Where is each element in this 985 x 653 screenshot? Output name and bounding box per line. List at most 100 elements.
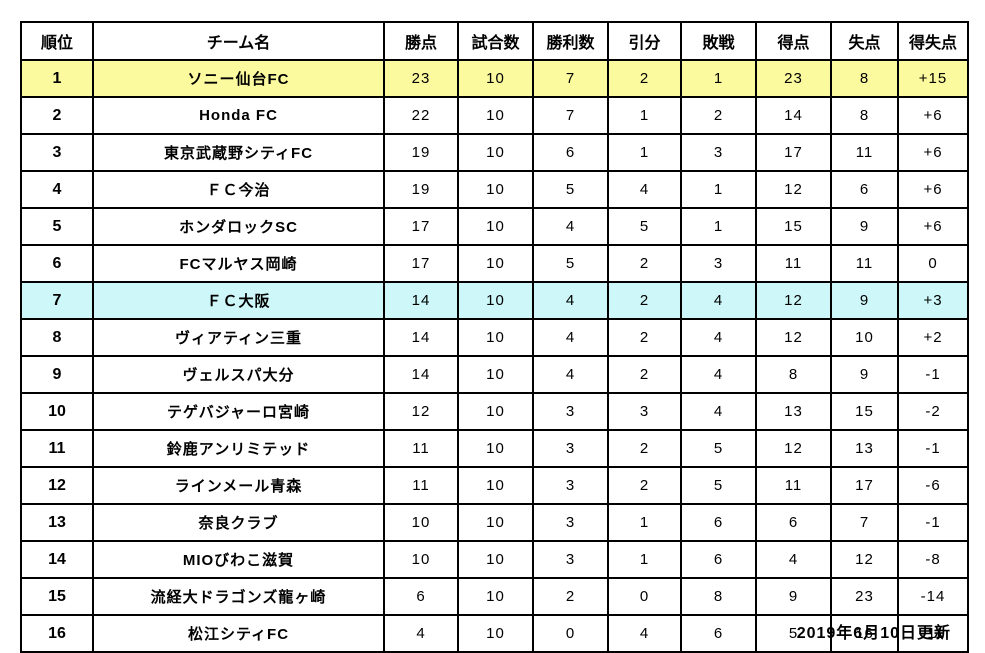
wins-cell: 6: [532, 133, 609, 172]
goals-for-cell: 12: [755, 281, 832, 320]
goal-diff-cell: +6: [897, 133, 969, 172]
table-row: 11 鈴鹿アンリミテッド 11 10 3 2 5 12 13 -1: [20, 429, 969, 468]
wins-cell: 4: [532, 207, 609, 246]
team-name-cell: 鈴鹿アンリミテッド: [92, 429, 385, 468]
wins-cell: 7: [532, 59, 609, 98]
goals-for-cell: 17: [755, 133, 832, 172]
rank-cell: 6: [20, 244, 94, 283]
draws-cell: 2: [607, 244, 682, 283]
team-name-cell: Honda FC: [92, 96, 385, 135]
played-cell: 10: [457, 577, 534, 616]
team-name-cell: ＦＣ大阪: [92, 281, 385, 320]
team-name-cell: 松江シティFC: [92, 614, 385, 653]
draws-cell: 1: [607, 96, 682, 135]
rank-cell: 2: [20, 96, 94, 135]
rank-cell: 3: [20, 133, 94, 172]
table-row: 8 ヴィアティン三重 14 10 4 2 4 12 10 +2: [20, 318, 969, 357]
losses-cell: 1: [680, 59, 757, 98]
points-cell: 6: [383, 577, 459, 616]
losses-cell: 6: [680, 540, 757, 579]
played-cell: 10: [457, 429, 534, 468]
played-cell: 10: [457, 503, 534, 542]
goals-against-cell: 17: [830, 466, 899, 505]
wins-cell: 4: [532, 355, 609, 394]
wins-cell: 3: [532, 503, 609, 542]
goals-for-cell: 4: [755, 540, 832, 579]
points-cell: 22: [383, 96, 459, 135]
wins-cell: 3: [532, 392, 609, 431]
goals-for-cell: 12: [755, 318, 832, 357]
goal-diff-cell: +6: [897, 96, 969, 135]
losses-cell: 5: [680, 466, 757, 505]
goals-against-cell: 13: [830, 429, 899, 468]
goals-for-cell: 13: [755, 392, 832, 431]
goals-for-cell: 15: [755, 207, 832, 246]
table-row: 4 ＦＣ今治 19 10 5 4 1 12 6 +6: [20, 170, 969, 209]
draws-cell: 3: [607, 392, 682, 431]
played-cell: 10: [457, 59, 534, 98]
draws-cell: 2: [607, 466, 682, 505]
points-cell: 10: [383, 503, 459, 542]
wins-cell: 3: [532, 429, 609, 468]
wins-cell: 4: [532, 281, 609, 320]
played-cell: 10: [457, 244, 534, 283]
column-header-goals-against: 失点: [830, 21, 899, 61]
rank-cell: 16: [20, 614, 94, 653]
team-name-cell: ヴェルスパ大分: [92, 355, 385, 394]
losses-cell: 3: [680, 133, 757, 172]
goals-against-cell: 15: [830, 392, 899, 431]
draws-cell: 2: [607, 355, 682, 394]
draws-cell: 2: [607, 281, 682, 320]
goals-against-cell: 11: [830, 133, 899, 172]
draws-cell: 0: [607, 577, 682, 616]
wins-cell: 3: [532, 540, 609, 579]
goals-against-cell: 8: [830, 96, 899, 135]
team-name-cell: 東京武蔵野シティFC: [92, 133, 385, 172]
table-row: 15 流経大ドラゴンズ龍ヶ崎 6 10 2 0 8 9 23 -14: [20, 577, 969, 616]
goals-against-cell: 16: [830, 614, 899, 653]
wins-cell: 0: [532, 614, 609, 653]
rank-cell: 12: [20, 466, 94, 505]
standings-table: 順位 チーム名 勝点 試合数 勝利数 引分 敗戦 得点 失点 得失点 1 ソニー仙…: [20, 21, 969, 653]
draws-cell: 1: [607, 503, 682, 542]
wins-cell: 4: [532, 318, 609, 357]
rank-cell: 13: [20, 503, 94, 542]
points-cell: 14: [383, 281, 459, 320]
wins-cell: 3: [532, 466, 609, 505]
goal-diff-cell: -1: [897, 503, 969, 542]
rank-cell: 1: [20, 59, 94, 98]
wins-cell: 7: [532, 96, 609, 135]
team-name-cell: MIOびわこ滋賀: [92, 540, 385, 579]
goals-against-cell: 9: [830, 355, 899, 394]
goals-for-cell: 9: [755, 577, 832, 616]
losses-cell: 1: [680, 207, 757, 246]
losses-cell: 8: [680, 577, 757, 616]
column-header-losses: 敗戦: [680, 21, 757, 61]
goal-diff-cell: +6: [897, 170, 969, 209]
goals-against-cell: 10: [830, 318, 899, 357]
losses-cell: 4: [680, 392, 757, 431]
played-cell: 10: [457, 281, 534, 320]
team-name-cell: ソニー仙台FC: [92, 59, 385, 98]
goal-diff-cell: +3: [897, 281, 969, 320]
team-name-cell: FCマルヤス岡崎: [92, 244, 385, 283]
column-header-points: 勝点: [383, 21, 459, 61]
points-cell: 14: [383, 355, 459, 394]
points-cell: 14: [383, 318, 459, 357]
goal-diff-cell: -8: [897, 540, 969, 579]
goals-for-cell: 8: [755, 355, 832, 394]
points-cell: 10: [383, 540, 459, 579]
losses-cell: 2: [680, 96, 757, 135]
points-cell: 4: [383, 614, 459, 653]
rank-cell: 11: [20, 429, 94, 468]
goal-diff-cell: 0: [897, 244, 969, 283]
goals-for-cell: 12: [755, 429, 832, 468]
goals-for-cell: 23: [755, 59, 832, 98]
rank-cell: 5: [20, 207, 94, 246]
losses-cell: 6: [680, 614, 757, 653]
goals-for-cell: 11: [755, 244, 832, 283]
goal-diff-cell: +15: [897, 59, 969, 98]
wins-cell: 2: [532, 577, 609, 616]
goal-diff-cell: -14: [897, 577, 969, 616]
played-cell: 10: [457, 392, 534, 431]
